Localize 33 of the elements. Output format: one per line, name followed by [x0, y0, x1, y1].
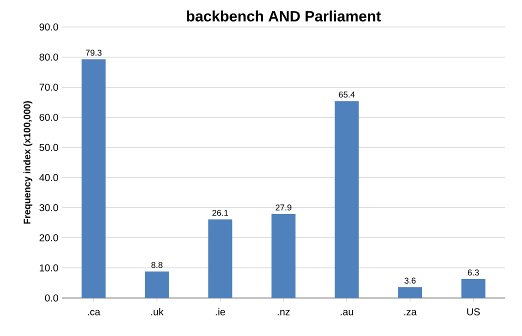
y-tick-label: 70.0 — [40, 84, 58, 91]
data-label: 3.6 — [404, 278, 416, 284]
x-tick-label: .nz — [278, 310, 290, 316]
data-label: 27.9 — [276, 204, 292, 210]
x-tick-label: .za — [404, 310, 417, 316]
bar — [398, 287, 422, 298]
bar — [272, 214, 296, 298]
data-label: 6.3 — [468, 270, 479, 276]
y-tick-label: 40.0 — [39, 174, 58, 182]
x-tick-label: US — [467, 308, 480, 316]
data-label: 65.4 — [338, 92, 355, 98]
x-tick-label: .uk — [151, 308, 164, 316]
data-label: 26.1 — [212, 210, 228, 216]
data-label: 79.3 — [86, 50, 102, 56]
bar — [144, 272, 169, 298]
bar — [334, 101, 359, 298]
y-tick-label: 50.0 — [40, 144, 58, 151]
y-tick-label: 20.0 — [40, 234, 58, 242]
y-tick-label: 60.0 — [40, 114, 58, 121]
x-tick-label: .au — [340, 310, 354, 316]
bar — [82, 59, 106, 298]
y-tick-label: 0.0 — [45, 294, 58, 302]
y-tick-label: 80.0 — [40, 54, 58, 61]
data-label: 8.8 — [151, 262, 162, 268]
y-tick-label: 90.0 — [40, 23, 58, 31]
y-tick-label: 10.0 — [40, 264, 58, 272]
chart-title: backbench AND Parliament — [186, 10, 381, 22]
y-axis-title: Frequency index (x100,000) — [23, 101, 32, 224]
x-tick-label: .ca — [88, 310, 100, 316]
bar — [461, 279, 486, 298]
x-tick-label: .ie — [216, 308, 226, 316]
bar — [208, 219, 232, 298]
y-tick-label: 30.0 — [39, 204, 58, 212]
